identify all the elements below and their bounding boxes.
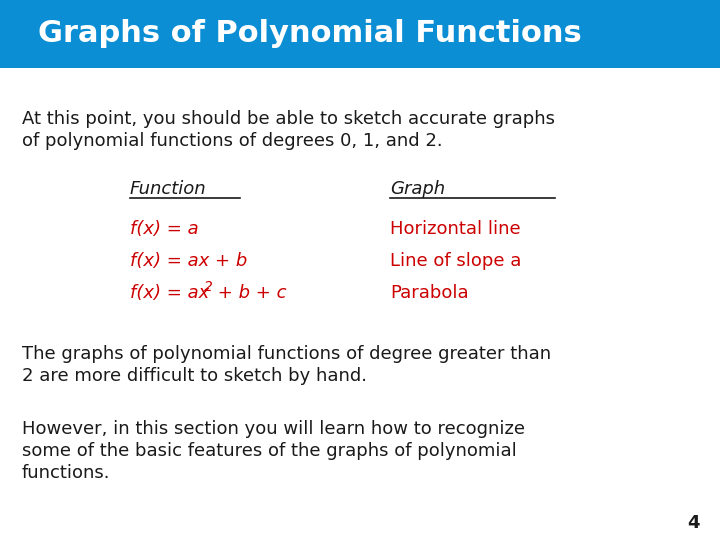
Text: some of the basic features of the graphs of polynomial: some of the basic features of the graphs… [22,442,517,460]
Text: However, in this section you will learn how to recognize: However, in this section you will learn … [22,420,525,438]
Text: Function: Function [130,180,207,198]
Text: Graphs of Polynomial Functions: Graphs of Polynomial Functions [38,19,582,49]
Text: At this point, you should be able to sketch accurate graphs: At this point, you should be able to ske… [22,110,555,128]
Text: 2: 2 [204,280,213,294]
Text: 2 are more difficult to sketch by hand.: 2 are more difficult to sketch by hand. [22,367,367,385]
Text: of polynomial functions of degrees 0, 1, and 2.: of polynomial functions of degrees 0, 1,… [22,132,443,150]
Text: f(x) = ax + b: f(x) = ax + b [130,252,247,270]
Text: Graph: Graph [390,180,445,198]
Text: Line of slope a: Line of slope a [390,252,521,270]
Text: f(x) = ax: f(x) = ax [130,284,210,302]
Text: Horizontal line: Horizontal line [390,220,521,238]
Text: 4: 4 [688,514,700,532]
Text: functions.: functions. [22,464,110,482]
Text: f(x) = a: f(x) = a [130,220,199,238]
Bar [0,0,720,68]
Text: The graphs of polynomial functions of degree greater than: The graphs of polynomial functions of de… [22,345,551,363]
Text: Parabola: Parabola [390,284,469,302]
Text: + b + c: + b + c [212,284,287,302]
